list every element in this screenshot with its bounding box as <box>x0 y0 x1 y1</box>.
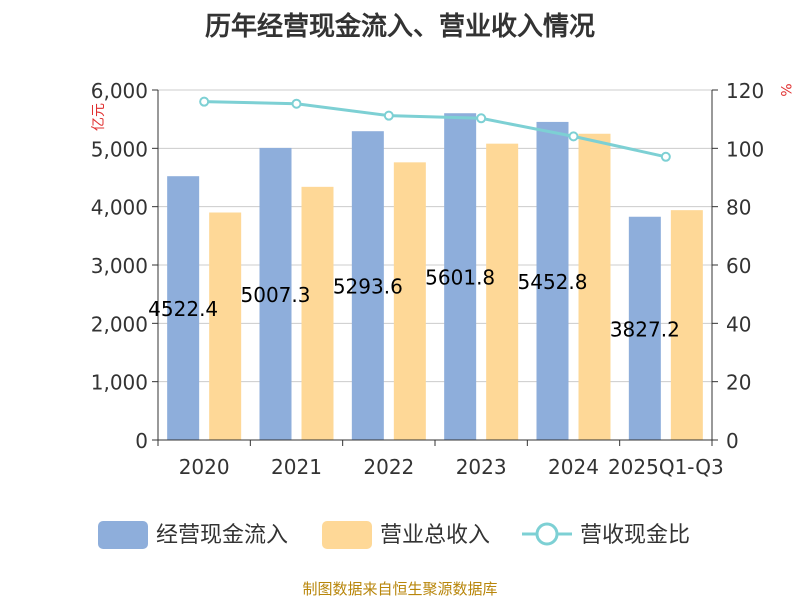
x-tick-label: 2020 <box>179 455 230 479</box>
legend-swatch <box>322 521 372 549</box>
bar-labels: 4522.4 5007.3 5293.6 5601.8 5452.8 3827.2 <box>148 266 680 342</box>
bar <box>167 176 200 440</box>
bar-value-label: 5452.8 <box>518 270 588 294</box>
legend-label: 营业总收入 <box>380 523 490 548</box>
left-tick-label: 1,000 <box>91 371 148 395</box>
right-axis-unit: % <box>777 83 793 96</box>
right-tick-label: 120 <box>726 79 764 103</box>
axes: 0 1,000 2,000 3,000 4,000 5,000 6,000 0 20 40 60 80… <box>91 79 793 479</box>
bar <box>259 147 292 440</box>
left-axis-unit: 亿元 <box>91 103 107 131</box>
right-tick-label: 80 <box>726 196 751 220</box>
left-tick-label: 2,000 <box>91 312 148 336</box>
ratio-line-path <box>204 100 667 159</box>
bar-value-label: 3827.2 <box>610 317 680 341</box>
bar <box>536 121 569 441</box>
bar-value-label: 5293.6 <box>333 275 403 299</box>
bar <box>444 113 477 440</box>
right-tick-label: 20 <box>726 371 751 395</box>
legend: 经营现金流入 营业总收入 营收现金比 <box>98 521 690 549</box>
left-tick-label: 4,000 <box>91 196 148 220</box>
bar-value-label: 5601.8 <box>425 266 495 290</box>
source-note: 制图数据来自恒生聚源数据库 <box>302 580 498 598</box>
left-tick-label: 3,000 <box>91 254 148 278</box>
bar-value-label: 5007.3 <box>241 283 311 307</box>
bar <box>486 143 519 440</box>
bar <box>578 133 611 440</box>
bar <box>209 212 242 440</box>
ratio-point <box>568 131 579 142</box>
x-tick-label: 2023 <box>456 455 507 479</box>
bar <box>301 186 334 440</box>
left-tick-label: 6,000 <box>91 79 148 103</box>
bar <box>393 162 426 441</box>
right-tick-label: 40 <box>726 312 751 336</box>
ratio-point <box>291 98 302 109</box>
x-tick-label: 2024 <box>548 455 599 479</box>
legend-label: 经营现金流入 <box>156 523 288 548</box>
legend-swatch <box>98 521 148 549</box>
right-tick-label: 100 <box>726 137 764 161</box>
ratio-line <box>199 96 671 162</box>
right-tick-label: 60 <box>726 254 751 278</box>
x-tick-label: 2025Q1-Q3 <box>608 455 724 479</box>
legend-label: 营收现金比 <box>580 523 690 548</box>
legend-marker <box>535 522 559 546</box>
x-tick-label: 2022 <box>363 455 414 479</box>
x-tick-label: 2021 <box>271 455 322 479</box>
bar <box>670 210 703 440</box>
chart-title: 历年经营现金流入、营业收入情况 <box>204 12 595 42</box>
ratio-point <box>660 151 671 162</box>
gridlines <box>158 89 712 383</box>
ratio-point <box>476 113 487 124</box>
right-tick-label: 0 <box>726 429 739 453</box>
bars <box>167 113 703 441</box>
bar <box>628 216 661 440</box>
bar-value-label: 4522.4 <box>148 297 218 321</box>
left-tick-label: 0 <box>135 429 148 453</box>
ratio-point <box>383 110 394 121</box>
left-tick-label: 5,000 <box>91 137 148 161</box>
ratio-point <box>199 96 210 107</box>
bar <box>351 131 384 440</box>
